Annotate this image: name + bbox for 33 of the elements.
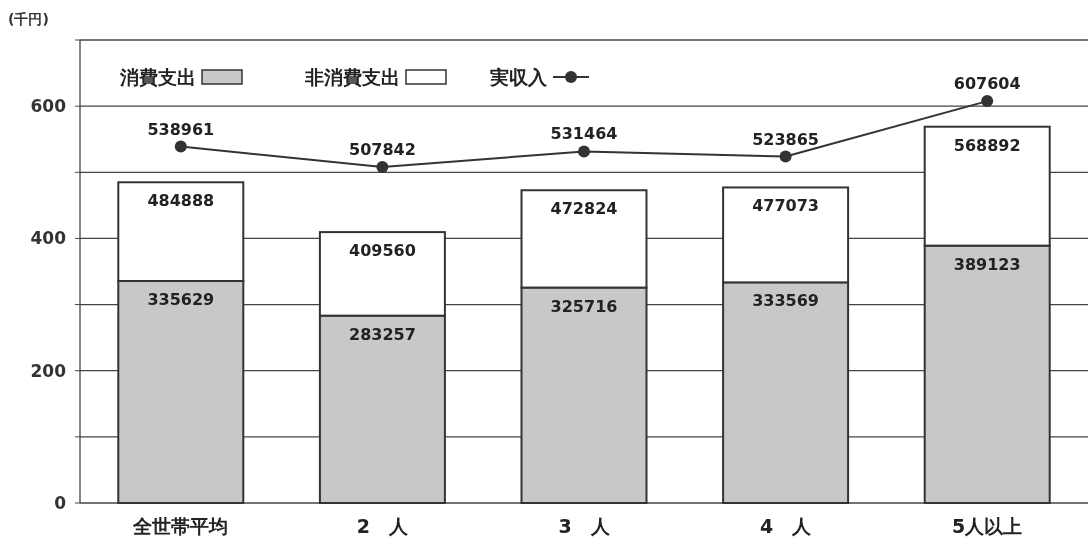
annotation: 333569	[752, 291, 819, 311]
legend-label: 実収入	[489, 66, 548, 88]
annotation: 507842	[349, 140, 416, 160]
legend-label: 非消費支出	[304, 66, 400, 88]
annotation: 477073	[752, 196, 819, 216]
point	[981, 95, 994, 108]
annotation: 607604	[953, 74, 1021, 94]
annotation: 531464	[550, 124, 618, 144]
annotation: 409560	[349, 241, 416, 261]
y-tick-label: 0	[54, 493, 67, 513]
point	[779, 150, 792, 163]
annotation: 389123	[953, 254, 1021, 274]
x-tick-label: 4 人	[759, 515, 813, 537]
y-tick-label: 600	[30, 96, 67, 117]
annotation: 538961	[147, 119, 215, 139]
x-tick-label: 全世帯平均	[132, 515, 229, 537]
y-tick-label: 200	[30, 360, 67, 381]
point	[578, 145, 590, 158]
point	[174, 140, 187, 153]
annotation: 523865	[752, 129, 819, 149]
legend-label: 消費支出	[119, 66, 196, 88]
y-axis-title: (千円)	[8, 11, 49, 27]
point	[376, 161, 389, 174]
annotation: 472824	[550, 199, 618, 219]
annotation: 335629	[147, 290, 215, 310]
annotation: 325716	[550, 296, 618, 316]
y-tick-label: 400	[30, 228, 67, 249]
annotation: 484888	[147, 191, 215, 211]
annotation: 283257	[349, 324, 416, 344]
x-tick-label: 5人以上	[952, 515, 1023, 537]
x-tick-label: 3 人	[558, 515, 611, 537]
annotation: 568892	[953, 135, 1021, 155]
x-tick-label: 2 人	[356, 515, 409, 537]
